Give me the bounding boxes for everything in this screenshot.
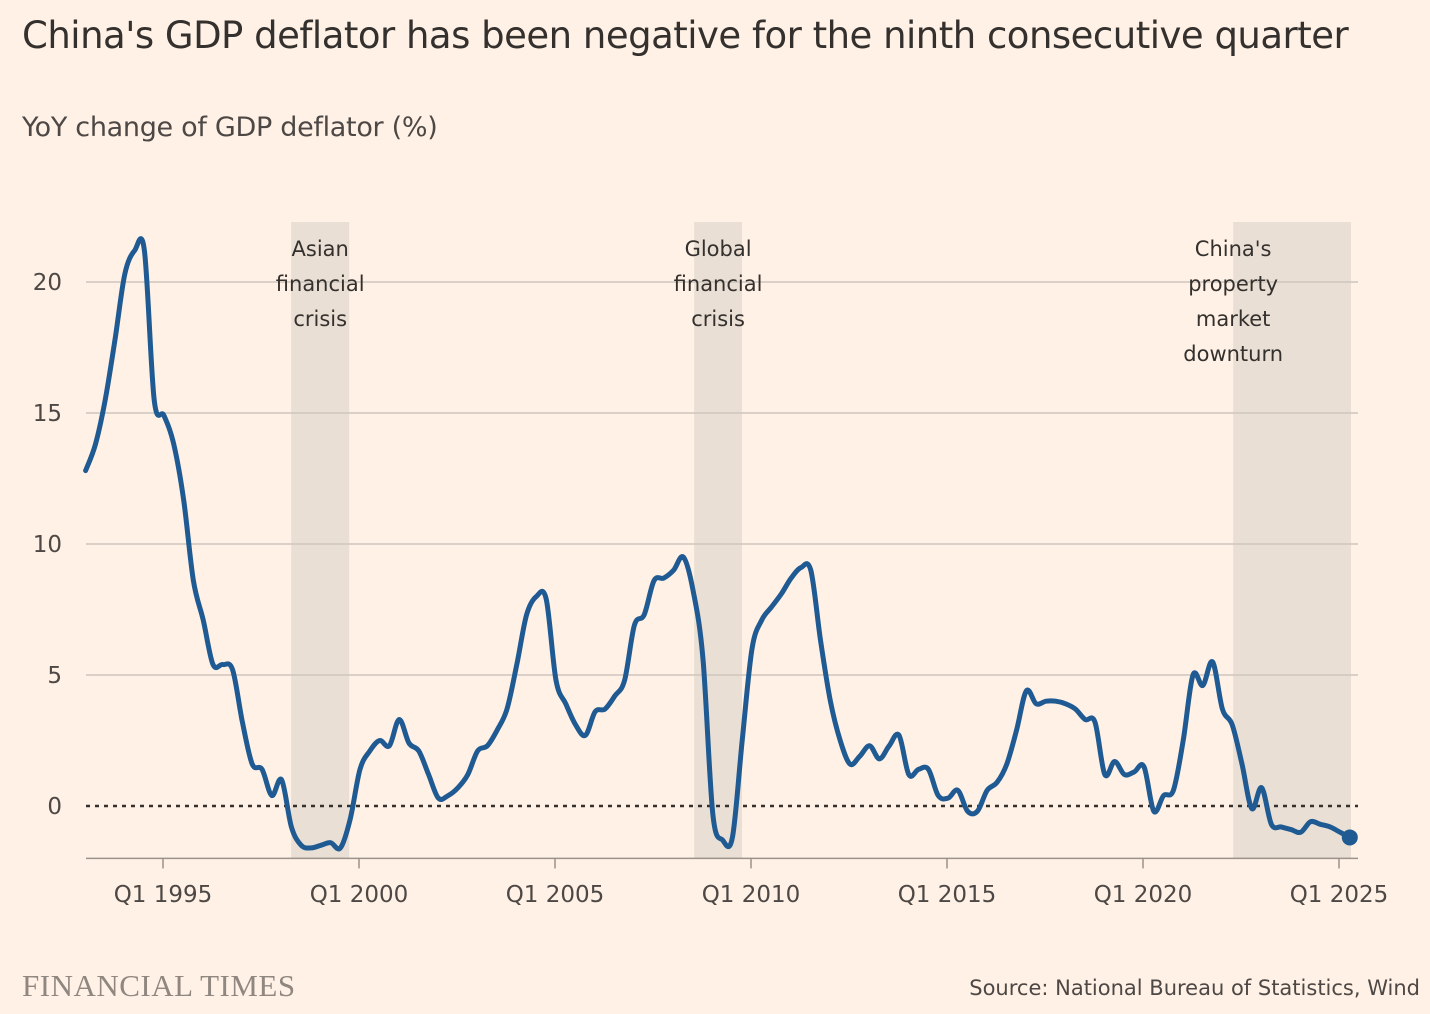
label-line: downturn xyxy=(1183,342,1283,366)
shaded-period xyxy=(291,222,350,859)
label-line: property xyxy=(1188,272,1278,296)
y-axis: 0 5 10 15 20 xyxy=(33,270,62,820)
label-line: financial xyxy=(276,272,365,296)
x-tick-label: Q1 2020 xyxy=(1094,882,1193,908)
shaded-period-label: Asian financial crisis xyxy=(276,237,365,331)
x-tick-label: Q1 2015 xyxy=(898,882,997,908)
annotations: Asian financial crisis Global financial crisi… xyxy=(276,237,1283,366)
y-tick-label: 10 xyxy=(33,532,62,558)
y-tick-label: 20 xyxy=(33,270,62,296)
y-tick-label: 5 xyxy=(47,663,62,689)
x-tick-label: Q1 2010 xyxy=(702,882,801,908)
label-line: crisis xyxy=(691,307,745,331)
shaded-period xyxy=(1233,222,1351,859)
latest-value-marker xyxy=(1341,829,1358,846)
shaded-period xyxy=(694,222,742,859)
x-tick-label: Q1 2000 xyxy=(310,882,409,908)
x-axis: Q1 1995 Q1 2000 Q1 2005 Q1 2010 Q1 2015 Q1 20… xyxy=(86,857,1389,908)
x-tick-label: Q1 1995 xyxy=(114,882,213,908)
label-line: market xyxy=(1196,307,1271,331)
ft-logo: FINANCIAL TIMES xyxy=(22,968,296,1003)
x-tick-label: Q1 2025 xyxy=(1290,882,1389,908)
label-line: financial xyxy=(674,272,763,296)
series-layer xyxy=(83,236,1358,852)
shaded-period-label: China's property market downturn xyxy=(1183,237,1283,366)
chart-subtitle: YoY change of GDP deflator (%) xyxy=(22,112,438,143)
chart-title: China's GDP deflator has been negative f… xyxy=(22,14,1349,57)
label-line: crisis xyxy=(293,307,347,331)
label-line: China's xyxy=(1195,237,1272,261)
source-note: Source: National Bureau of Statistics, W… xyxy=(969,976,1420,1000)
shaded-periods xyxy=(291,222,1351,859)
x-tick-label: Q1 2005 xyxy=(506,882,605,908)
series-line xyxy=(83,236,1353,852)
gridlines xyxy=(86,281,1358,808)
label-line: Asian xyxy=(292,237,349,261)
y-tick-label: 15 xyxy=(33,401,62,427)
shaded-period-label: Global financial crisis xyxy=(674,237,763,331)
label-line: Global xyxy=(685,237,752,261)
y-tick-label: 0 xyxy=(47,794,62,820)
